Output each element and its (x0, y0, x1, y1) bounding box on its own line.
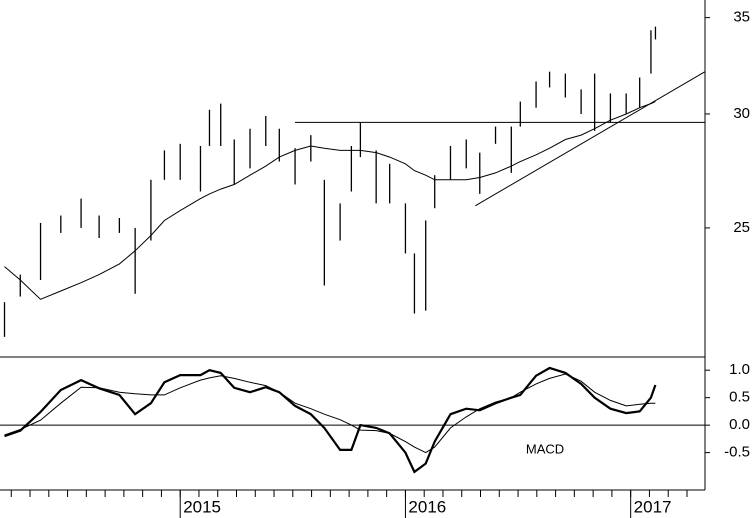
y-tick-label: 1.0 (729, 361, 750, 378)
y-tick-label: -0.5 (724, 444, 750, 461)
macd-line (4, 373, 656, 454)
y-tick-label: 25 (733, 219, 750, 236)
annotation: MACD (526, 441, 564, 456)
x-tick-label: 2017 (634, 497, 672, 516)
x-tick-label: 2016 (408, 497, 446, 516)
y-tick-label: 0.0 (729, 416, 750, 433)
y-tick-label: 30 (733, 105, 750, 122)
x-tick-label: 2015 (183, 497, 221, 516)
y-tick-label: 0.5 (729, 389, 750, 406)
y-tick-label: 35 (733, 9, 750, 26)
moving-average (4, 101, 656, 300)
trend-line (475, 71, 706, 207)
macd-line (4, 366, 657, 474)
